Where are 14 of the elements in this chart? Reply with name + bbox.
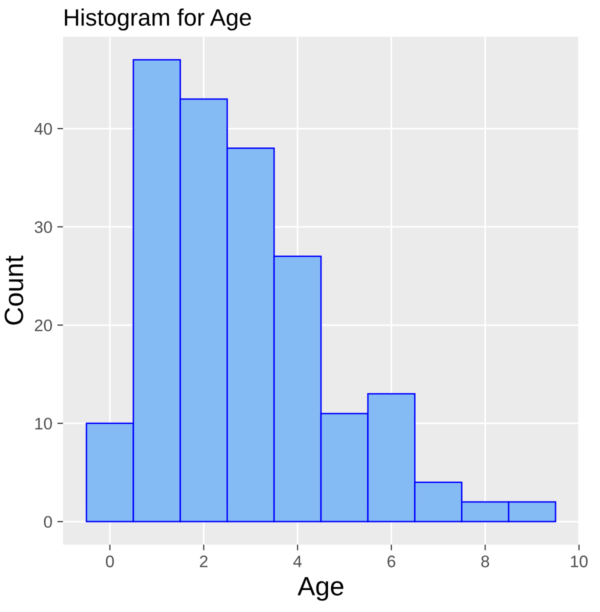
x-tick-label: 6 — [388, 556, 396, 568]
y-tick-label: 0 — [44, 516, 52, 528]
y-tick-label: 10 — [35, 418, 52, 430]
x-tick-label: 10 — [571, 556, 588, 568]
y-tick-label: 20 — [34, 319, 52, 332]
x-tick-label: 0 — [106, 556, 114, 568]
x-tick-label: 4 — [293, 556, 302, 568]
chart-title: Histogram for Age — [64, 8, 251, 31]
x-tick-label: 2 — [200, 556, 208, 568]
x-tick-label: 8 — [481, 556, 490, 568]
y-tick-label: 40 — [34, 122, 52, 135]
x-axis-title: Age — [298, 577, 344, 601]
y-tick-label: 30 — [34, 221, 52, 234]
y-axis-title: Count — [4, 256, 24, 325]
